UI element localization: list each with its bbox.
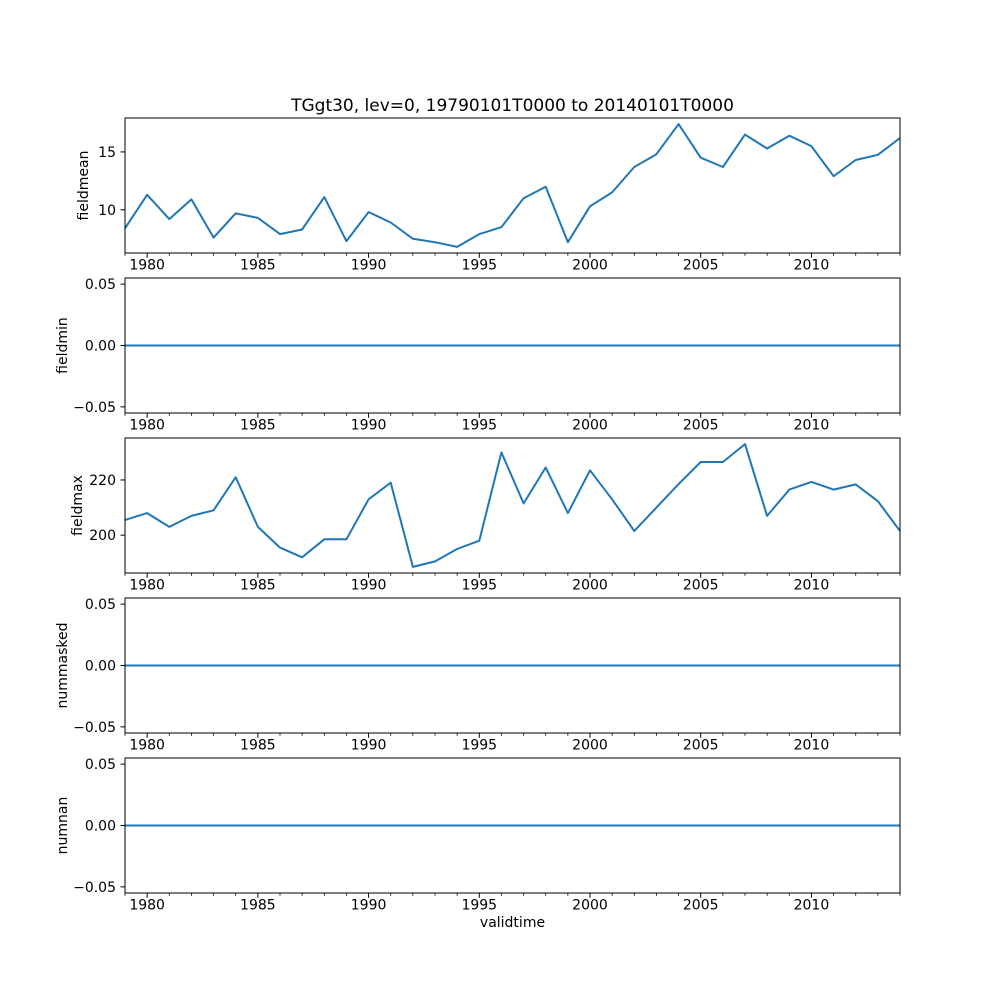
x-tick-label: 1990: [351, 738, 387, 754]
y-tick-label: 10: [98, 203, 116, 219]
axes-box: [124, 117, 901, 254]
x-tick-label: 2005: [683, 738, 719, 754]
subplot-fieldmax: 200 220 1980 1985 1990 1995 2000 2005 2010 fieldm…: [70, 437, 901, 594]
x-tick-label: 2010: [794, 578, 830, 594]
y-tick-label: 15: [98, 145, 116, 161]
x-tick-label: 1995: [461, 418, 497, 434]
x-tick-label: 2000: [572, 738, 608, 754]
subplot-fieldmin: −0.05 0.00 0.05 1980 1985 1990 1995 2000 2005 201…: [55, 277, 901, 434]
x-tick-label: 2000: [572, 898, 608, 914]
plot-title: TGgt30, lev=0, 19790101T0000 to 20140101…: [291, 96, 734, 116]
x-tick-label: 2010: [794, 898, 830, 914]
x-tick-label: 1995: [461, 258, 497, 274]
x-tick-label: 1995: [461, 898, 497, 914]
x-tick-label: 2005: [683, 418, 719, 434]
x-tick-label: 1980: [129, 578, 165, 594]
fieldmax-data-line: [124, 443, 901, 568]
y-tick-label: 0.00: [85, 339, 116, 355]
y-axis-label-numnan: numnan: [55, 797, 71, 855]
y-axis-label-fieldmin: fieldmin: [55, 317, 71, 374]
x-tick-label: 1990: [351, 258, 387, 274]
x-tick-label: 2000: [572, 418, 608, 434]
x-tick-label: 2000: [572, 578, 608, 594]
x-tick-label: 2010: [794, 418, 830, 434]
x-tick-label: 1995: [461, 738, 497, 754]
y-axis-label-fieldmean: fieldmean: [76, 151, 92, 221]
x-tick-label: 2005: [683, 258, 719, 274]
subplot-nummasked: −0.05 0.00 0.05 1980 1985 1990 1995 2000 2005 201…: [55, 597, 901, 754]
axes-box: [124, 437, 901, 574]
x-tick-label: 1995: [461, 578, 497, 594]
x-tick-label: 1980: [129, 418, 165, 434]
y-tick-label: 200: [89, 528, 116, 544]
x-tick-label: 1980: [129, 898, 165, 914]
y-tick-label: 0.05: [85, 757, 116, 773]
x-tick-label: 2010: [794, 258, 830, 274]
subplot-numnan: −0.05 0.00 0.05 1980 1985 1990 1995 2000 2005 201…: [55, 757, 901, 914]
x-axis-label: validtime: [479, 915, 546, 931]
y-tick-label: −0.05: [73, 720, 116, 736]
y-axis-label-nummasked: nummasked: [55, 622, 71, 708]
fieldmean-data-line: [124, 123, 901, 248]
y-tick-label: 0.05: [85, 597, 116, 613]
y-tick-label: −0.05: [73, 880, 116, 896]
x-tick-label: 1985: [240, 738, 276, 754]
x-tick-label: 1985: [240, 418, 276, 434]
x-tick-label: 1985: [240, 258, 276, 274]
x-tick-label: 2000: [572, 258, 608, 274]
y-tick-label: 0.05: [85, 277, 116, 293]
x-tick-label: 1985: [240, 578, 276, 594]
x-tick-label: 1980: [129, 258, 165, 274]
y-tick-label: 0.00: [85, 819, 116, 835]
x-tick-label: 1980: [129, 738, 165, 754]
x-tick-label: 2010: [794, 738, 830, 754]
x-tick-label: 1990: [351, 578, 387, 594]
y-tick-label: −0.05: [73, 400, 116, 416]
y-tick-label: 0.00: [85, 659, 116, 675]
y-axis-label-fieldmax: fieldmax: [70, 475, 86, 536]
x-tick-label: 1990: [351, 898, 387, 914]
subplot-fieldmean: 10 15 1980 1985 1990 1995 2000 2005 2010 fieldmea…: [76, 117, 901, 274]
x-tick-label: 1985: [240, 898, 276, 914]
y-tick-label: 220: [89, 473, 116, 489]
x-tick-label: 2005: [683, 578, 719, 594]
x-tick-label: 2005: [683, 898, 719, 914]
x-tick-label: 1990: [351, 418, 387, 434]
